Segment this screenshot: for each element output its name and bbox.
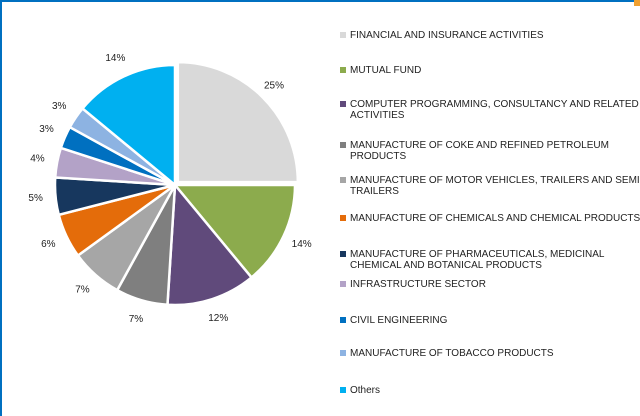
pie-slice <box>166 181 254 307</box>
legend-item: MANUFACTURE OF PHARMACEUTICALS, MEDICINA… <box>340 249 640 271</box>
legend-label: MUTUAL FUND <box>350 65 422 76</box>
data-label: 12% <box>208 313 228 324</box>
legend-swatch <box>340 32 346 38</box>
legend-item: MANUFACTURE OF TOBACCO PRODUCTS <box>340 348 640 359</box>
legend-swatch <box>340 215 346 221</box>
legend-label: INFRASTRUCTURE SECTOR <box>350 279 486 290</box>
data-label: 14% <box>292 239 312 250</box>
legend-swatch <box>340 142 346 148</box>
data-label: 5% <box>28 193 43 204</box>
legend-swatch <box>340 67 346 73</box>
data-label: 6% <box>41 239 56 250</box>
legend-item: COMPUTER PROGRAMMING, CONSULTANCY AND RE… <box>340 99 640 121</box>
data-label: 25% <box>264 81 284 92</box>
pie-slice <box>176 60 300 184</box>
legend-item: MANUFACTURE OF MOTOR VEHICLES, TRAILERS … <box>340 175 640 197</box>
data-label: 7% <box>129 314 144 325</box>
legend-item: FINANCIAL AND INSURANCE ACTIVITIES <box>340 30 640 41</box>
legend-label: MANUFACTURE OF TOBACCO PRODUCTS <box>350 348 554 359</box>
legend-label: MANUFACTURE OF MOTOR VEHICLES, TRAILERS … <box>350 175 640 197</box>
legend-label: Others <box>350 385 381 396</box>
pie-slice <box>80 63 177 188</box>
legend-item: MANUFACTURE OF CHEMICALS AND CHEMICAL PR… <box>340 213 640 224</box>
data-label: 14% <box>105 53 125 64</box>
legend-swatch <box>340 281 346 287</box>
pie-slice <box>172 183 297 280</box>
data-label: 3% <box>52 101 67 112</box>
legend-label: CIVIL ENGINEERING <box>350 315 448 326</box>
legend-label: COMPUTER PROGRAMMING, CONSULTANCY AND RE… <box>350 99 639 121</box>
legend-swatch <box>340 101 346 107</box>
legend-item: INFRASTRUCTURE SECTOR <box>340 279 640 290</box>
legend-swatch <box>340 387 346 393</box>
corner-mark <box>634 0 640 6</box>
legend-item: Others <box>340 385 640 396</box>
legend-label: MANUFACTURE OF PHARMACEUTICALS, MEDICINA… <box>350 249 605 271</box>
legend-label: MANUFACTURE OF COKE AND REFINED PETROLEU… <box>350 140 609 162</box>
legend-item: MUTUAL FUND <box>340 65 640 76</box>
legend-swatch <box>340 350 346 356</box>
data-label: 3% <box>39 124 54 135</box>
legend-swatch <box>340 177 346 183</box>
legend-item: CIVIL ENGINEERING <box>340 315 640 326</box>
data-label: 7% <box>75 285 90 296</box>
legend-swatch <box>340 251 346 257</box>
legend-item: MANUFACTURE OF COKE AND REFINED PETROLEU… <box>340 140 640 162</box>
legend-swatch <box>340 317 346 323</box>
data-label: 4% <box>30 153 45 164</box>
legend-label: MANUFACTURE OF CHEMICALS AND CHEMICAL PR… <box>350 213 640 224</box>
legend-label: FINANCIAL AND INSURANCE ACTIVITIES <box>350 30 544 41</box>
